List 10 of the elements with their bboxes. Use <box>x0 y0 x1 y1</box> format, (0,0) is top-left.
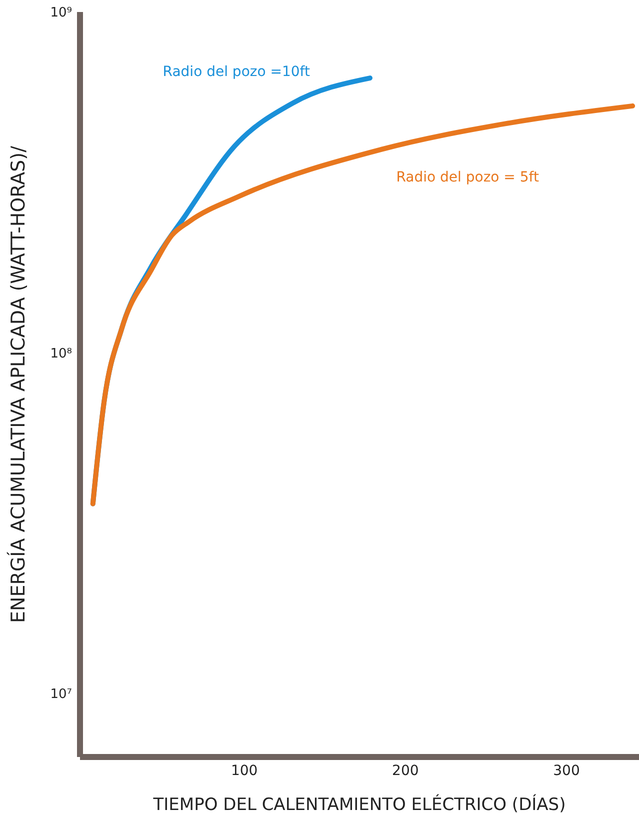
y-tick-label: 10⁷ <box>50 686 72 702</box>
y-axis-title: ENERGÍA ACUMULATIVA APLICADA (WATT-HORAS)/ <box>6 145 30 623</box>
series-label: Radio del pozo = 5ft <box>396 169 540 186</box>
x-tick-label: 100 <box>230 762 258 779</box>
x-tick-label: 200 <box>392 762 419 779</box>
y-tick-label: 10⁸ <box>50 346 72 362</box>
series-label: Radio del pozo =10ft <box>162 64 310 80</box>
x-axis-title: TIEMPO DEL CALENTAMIENTO ELÉCTRICO (DÍAS) <box>152 794 566 814</box>
x-tick-label: 300 <box>553 762 580 779</box>
y-tick-label: 10⁹ <box>50 6 72 21</box>
